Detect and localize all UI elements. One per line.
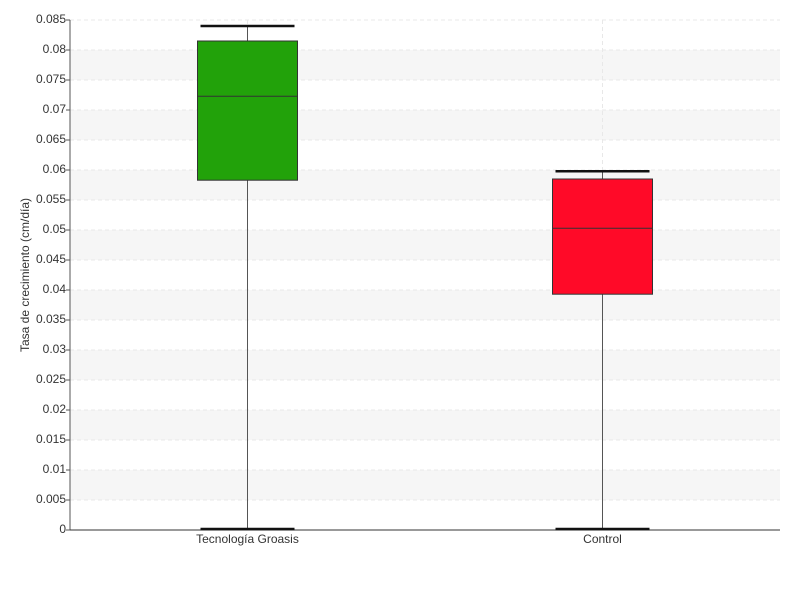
- y-tick-label: 0.05: [43, 222, 67, 236]
- y-tick-label: 0.02: [43, 402, 67, 416]
- grid-stripe: [70, 230, 780, 260]
- y-tick-label: 0.035: [36, 312, 66, 326]
- y-axis-label: Tasa de crecimiento (cm/día): [18, 198, 32, 352]
- grid-stripe: [70, 110, 780, 140]
- y-tick-label: 0.085: [36, 12, 66, 26]
- box: [197, 40, 298, 181]
- y-tick-label: 0.065: [36, 132, 66, 146]
- y-tick-label: 0.04: [43, 282, 67, 296]
- grid-stripe: [70, 290, 780, 320]
- y-tick-label: 0.07: [43, 102, 67, 116]
- box: [552, 178, 653, 295]
- y-tick-label: 0.01: [43, 462, 67, 476]
- y-tick-label: 0.06: [43, 162, 67, 176]
- y-tick-label: 0.045: [36, 252, 66, 266]
- grid-stripe: [70, 410, 780, 440]
- y-tick-label: 0: [59, 522, 66, 536]
- grid-stripe: [70, 50, 780, 80]
- y-tick-label: 0.015: [36, 432, 66, 446]
- grid-stripe: [70, 170, 780, 200]
- y-tick-label: 0.075: [36, 72, 66, 86]
- y-tick-label: 0.025: [36, 372, 66, 386]
- y-tick-label: 0.005: [36, 492, 66, 506]
- grid-stripe: [70, 470, 780, 500]
- y-tick-label: 0.08: [43, 42, 67, 56]
- grid-stripe: [70, 350, 780, 380]
- y-tick-label: 0.055: [36, 192, 66, 206]
- y-tick-label: 0.03: [43, 342, 67, 356]
- x-tick-label: Tecnología Groasis: [196, 532, 299, 546]
- x-tick-label: Control: [583, 532, 622, 546]
